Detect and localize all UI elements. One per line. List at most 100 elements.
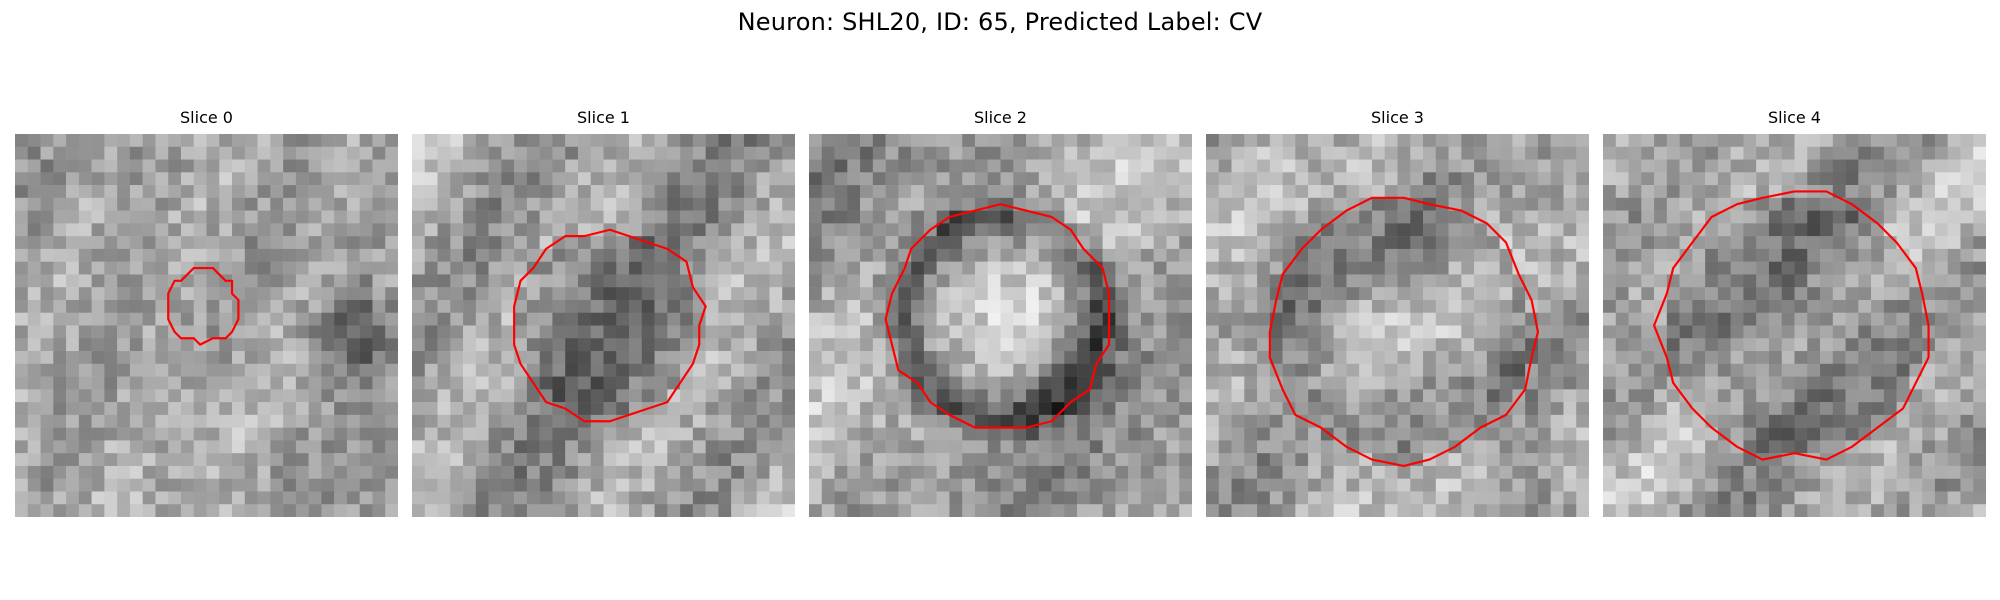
image-pixel xyxy=(654,440,668,454)
image-pixel xyxy=(1346,453,1360,467)
image-pixel xyxy=(898,478,912,492)
image-pixel xyxy=(1308,414,1322,428)
image-pixel xyxy=(1384,402,1398,416)
image-pixel xyxy=(412,363,426,377)
image-pixel xyxy=(898,504,912,517)
image-pixel xyxy=(1359,325,1373,339)
image-pixel xyxy=(1525,146,1539,160)
image-pixel xyxy=(603,402,617,416)
image-pixel xyxy=(1179,376,1192,390)
image-pixel xyxy=(372,146,386,160)
image-pixel xyxy=(1435,287,1449,301)
image-pixel xyxy=(1282,363,1296,377)
image-pixel xyxy=(1244,236,1258,250)
image-pixel xyxy=(1641,402,1655,416)
image-pixel xyxy=(129,159,143,173)
image-pixel xyxy=(40,389,54,403)
image-pixel xyxy=(1641,146,1655,160)
image-pixel xyxy=(641,197,655,211)
image-pixel xyxy=(475,287,489,301)
image-pixel xyxy=(142,159,156,173)
image-pixel xyxy=(155,236,169,250)
image-pixel xyxy=(1244,504,1258,517)
image-pixel xyxy=(1743,491,1757,505)
image-pixel xyxy=(372,363,386,377)
image-pixel xyxy=(257,478,271,492)
image-pixel xyxy=(641,223,655,237)
image-pixel xyxy=(1038,236,1052,250)
image-pixel xyxy=(1064,274,1078,288)
image-pixel xyxy=(1960,465,1974,479)
image-pixel xyxy=(346,134,360,148)
image-pixel xyxy=(424,440,438,454)
image-pixel xyxy=(1896,197,1910,211)
image-pixel xyxy=(590,172,604,186)
image-pixel xyxy=(911,274,925,288)
image-pixel xyxy=(667,274,681,288)
image-pixel xyxy=(475,172,489,186)
image-pixel xyxy=(1000,159,1014,173)
image-pixel xyxy=(936,376,950,390)
image-pixel xyxy=(283,465,297,479)
image-pixel xyxy=(1346,402,1360,416)
image-pixel xyxy=(782,491,795,505)
image-pixel xyxy=(1166,197,1180,211)
image-pixel xyxy=(1384,325,1398,339)
image-pixel xyxy=(603,261,617,275)
image-pixel xyxy=(974,274,988,288)
image-pixel xyxy=(450,453,464,467)
image-pixel xyxy=(577,338,591,352)
image-pixel xyxy=(1128,185,1142,199)
image-pixel xyxy=(1371,159,1385,173)
image-pixel xyxy=(40,134,54,148)
image-pixel xyxy=(603,236,617,250)
image-pixel xyxy=(1474,274,1488,288)
image-pixel xyxy=(475,351,489,365)
image-pixel xyxy=(821,299,835,313)
image-pixel xyxy=(911,389,925,403)
image-pixel xyxy=(142,376,156,390)
image-pixel xyxy=(206,453,220,467)
image-pixel xyxy=(27,363,41,377)
image-pixel xyxy=(1537,491,1551,505)
image-pixel xyxy=(1166,172,1180,186)
image-pixel xyxy=(1537,440,1551,454)
image-pixel xyxy=(1486,465,1500,479)
image-pixel xyxy=(244,465,258,479)
image-pixel xyxy=(769,299,783,313)
image-pixel xyxy=(526,299,540,313)
image-pixel xyxy=(692,236,706,250)
image-pixel xyxy=(847,325,861,339)
image-pixel xyxy=(359,325,373,339)
image-pixel xyxy=(552,427,566,441)
image-pixel xyxy=(603,134,617,148)
image-pixel xyxy=(1563,299,1577,313)
image-pixel xyxy=(885,427,899,441)
image-pixel xyxy=(283,414,297,428)
image-pixel xyxy=(1679,465,1693,479)
image-pixel xyxy=(1756,223,1770,237)
image-pixel xyxy=(1128,504,1142,517)
image-pixel xyxy=(372,440,386,454)
image-pixel xyxy=(872,185,886,199)
image-pixel xyxy=(295,491,309,505)
image-pixel xyxy=(847,261,861,275)
image-pixel xyxy=(1794,274,1808,288)
image-pixel xyxy=(91,197,105,211)
image-pixel xyxy=(308,440,322,454)
image-pixel xyxy=(129,134,143,148)
image-pixel xyxy=(1461,248,1475,262)
image-pixel xyxy=(1794,172,1808,186)
image-pixel xyxy=(475,299,489,313)
image-pixel xyxy=(809,287,823,301)
image-pixel xyxy=(1871,134,1885,148)
image-pixel xyxy=(1102,159,1116,173)
image-pixel xyxy=(1231,453,1245,467)
image-pixel xyxy=(987,299,1001,313)
image-pixel xyxy=(1000,427,1014,441)
image-pixel xyxy=(1756,134,1770,148)
image-pixel xyxy=(1435,248,1449,262)
image-pixel xyxy=(1308,478,1322,492)
image-pixel xyxy=(1499,338,1513,352)
image-pixel xyxy=(359,223,373,237)
